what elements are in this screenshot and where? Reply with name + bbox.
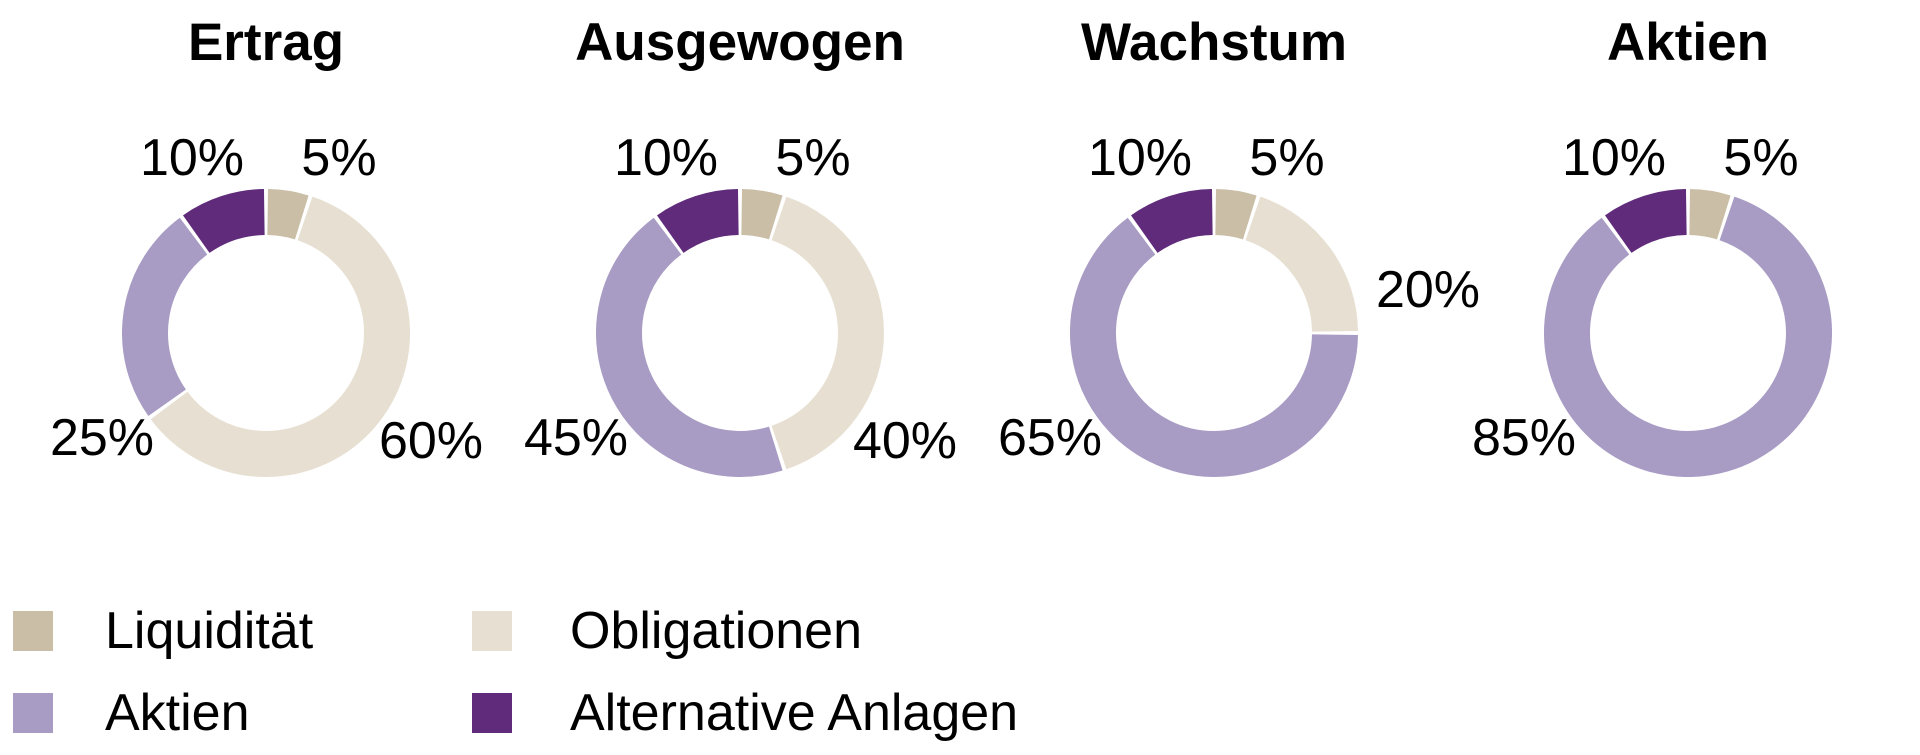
segment-value-label: 10% bbox=[1087, 129, 1193, 187]
segment-value-label: 5% bbox=[301, 129, 377, 187]
donut-segment bbox=[266, 189, 309, 240]
donut-segment bbox=[1070, 217, 1358, 477]
donut-segment bbox=[182, 189, 266, 254]
donut-segment bbox=[1130, 189, 1214, 254]
segment-value-label: 65% bbox=[997, 409, 1103, 467]
legend-color-swatch bbox=[13, 693, 53, 733]
donut-ring bbox=[1544, 189, 1832, 477]
donut-charts-row: Ertrag 5% 60% 25% 10% Ausgewogen 5% 40% 45% 10… bbox=[29, 0, 1920, 520]
donut-segment bbox=[122, 217, 208, 416]
chart-title: Wachstum bbox=[1080, 13, 1347, 72]
donut-segment bbox=[1688, 189, 1731, 240]
chart-title: Ertrag bbox=[187, 13, 345, 72]
legend-label: Alternative Anlagen bbox=[570, 684, 1019, 742]
chart-title: Aktien bbox=[1607, 13, 1769, 72]
segment-value-label: 10% bbox=[1561, 129, 1667, 187]
legend-color-swatch bbox=[472, 693, 512, 733]
legend-color-swatch bbox=[472, 611, 512, 651]
donut-ring bbox=[122, 189, 410, 477]
segment-value-label: 5% bbox=[1249, 129, 1325, 187]
segment-value-label: 5% bbox=[1723, 129, 1799, 187]
segment-value-label: 20% bbox=[1375, 261, 1481, 319]
chart-title: Ausgewogen bbox=[575, 13, 905, 72]
segment-value-label: 40% bbox=[852, 412, 958, 470]
donut-ring bbox=[596, 189, 884, 477]
donut-segment bbox=[1544, 196, 1832, 477]
legend-color-swatch bbox=[13, 611, 53, 651]
segment-value-label: 45% bbox=[523, 409, 629, 467]
segment-value-label: 85% bbox=[1471, 409, 1577, 467]
donut-segment bbox=[656, 189, 740, 254]
donut-segment bbox=[1604, 189, 1688, 254]
segment-value-label: 60% bbox=[378, 412, 484, 470]
segment-value-label: 25% bbox=[49, 409, 155, 467]
donut-chart: Aktien 5% 85% 10% bbox=[1451, 0, 1920, 520]
donut-chart: Ausgewogen 5% 40% 45% 10% bbox=[503, 0, 977, 520]
legend-label: Obligationen bbox=[570, 602, 862, 660]
donut-segment bbox=[1244, 196, 1358, 333]
segment-value-label: 5% bbox=[775, 129, 851, 187]
donut-segment bbox=[596, 217, 783, 477]
segment-value-label: 10% bbox=[613, 129, 719, 187]
segment-value-label: 10% bbox=[139, 129, 245, 187]
donut-chart: Ertrag 5% 60% 25% 10% bbox=[29, 0, 503, 520]
donut-ring bbox=[1070, 189, 1358, 477]
legend-label: Liquidität bbox=[105, 602, 314, 660]
donut-segment bbox=[740, 189, 783, 240]
donut-segment bbox=[1214, 189, 1257, 240]
donut-segment bbox=[771, 196, 884, 470]
donut-segment bbox=[150, 196, 410, 477]
legend-label: Aktien bbox=[105, 684, 250, 742]
donut-chart: Wachstum 5% 20% 65% 10% bbox=[977, 0, 1480, 520]
